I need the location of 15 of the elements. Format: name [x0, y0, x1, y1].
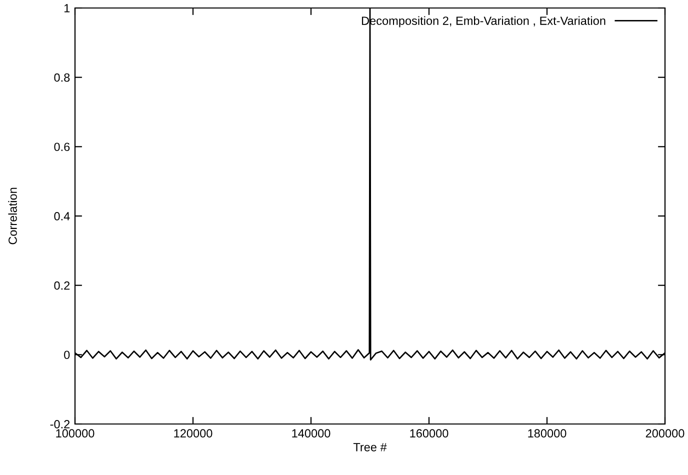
x-axis-title: Tree # — [353, 443, 387, 452]
y-tick-label: 0.4 — [54, 212, 70, 220]
y-tick-label: 1 — [64, 4, 70, 12]
x-tick-label: 200000 — [646, 429, 684, 438]
x-tick-label: 160000 — [410, 429, 448, 438]
x-tick-label: 100000 — [56, 429, 94, 438]
y-tick-label: 0.6 — [54, 142, 70, 152]
x-tick-label: 120000 — [174, 429, 212, 438]
y-axis-title: Correlation — [8, 188, 17, 244]
y-tick-label: 0.2 — [54, 281, 70, 290]
y-tick-label: 0 — [64, 350, 70, 360]
x-tick-label: 180000 — [528, 429, 566, 438]
x-tick-label: 140000 — [292, 429, 330, 438]
y-tick-label: 0.8 — [54, 73, 70, 82]
y-tick-label: -0.2 — [50, 420, 70, 428]
